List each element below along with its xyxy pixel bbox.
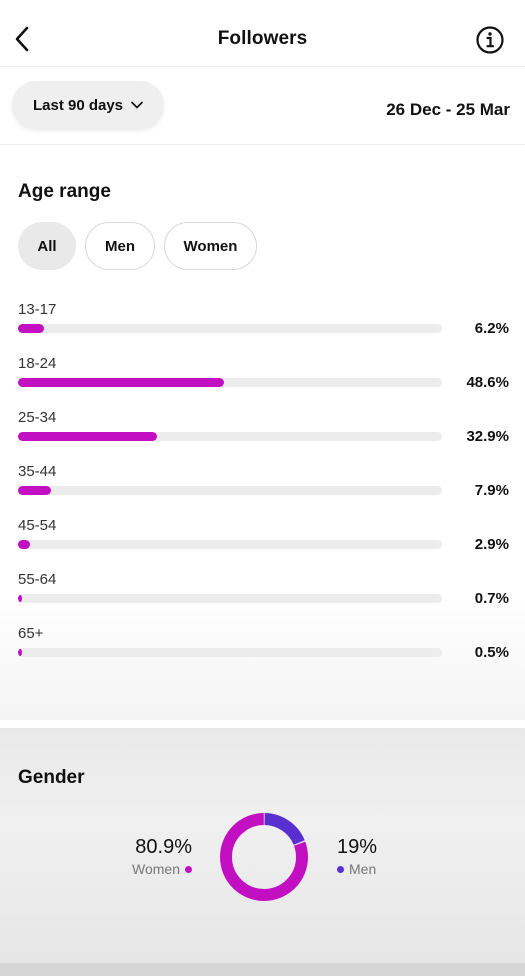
age-row: 25-34 32.9% [0,409,525,449]
age-row-percent: 0.5% [474,644,509,661]
age-row-label: 25-34 [18,409,57,426]
age-range-title: Age range [18,181,111,202]
donut-women-segment [220,813,308,901]
men-label: Men [349,861,377,877]
chevron-down-icon [131,101,143,109]
age-bar-fill [18,648,22,657]
age-row: 45-54 2.9% [0,517,525,557]
age-bar-fill [18,378,225,387]
age-bar-fill [18,486,52,495]
age-bar-fill [18,432,158,441]
age-row-percent: 32.9% [466,428,509,445]
age-row: 13-17 6.2% [0,301,525,341]
age-row-percent: 6.2% [474,320,509,337]
age-row: 18-24 48.6% [0,355,525,395]
age-row-percent: 2.9% [474,536,509,553]
age-bar-fill [18,324,45,333]
age-bar-track [18,432,442,441]
age-range-section: Age range All Men Women 13-17 6.2% 18-24… [0,145,525,720]
age-row-label: 45-54 [18,517,57,534]
segment-men[interactable]: Men [85,222,155,270]
top-bar: Followers [0,0,525,67]
age-row-percent: 0.7% [474,590,509,607]
bottom-divider [0,963,525,976]
age-row: 35-44 7.9% [0,463,525,503]
age-row: 55-64 0.7% [0,571,525,611]
age-row-label: 18-24 [18,355,57,372]
age-row-percent: 48.6% [466,374,509,391]
info-button[interactable] [474,24,506,56]
age-bar-track [18,324,442,333]
women-dot [185,865,192,873]
gender-title: Gender [18,767,85,788]
filter-row: Last 90 days 26 Dec - 25 Mar [0,67,525,145]
age-row-percent: 7.9% [474,482,509,499]
women-label: Women [132,861,180,877]
segment-all[interactable]: All [18,222,76,270]
range-dropdown-label: Last 90 days [32,96,124,114]
age-bar-fill [18,594,22,603]
gender-donut-chart [220,813,308,901]
men-legend: Men [337,861,427,877]
men-dot [337,865,344,873]
date-range: 26 Dec - 25 Mar [386,100,510,119]
age-row-label: 13-17 [18,301,57,318]
gender-men-stat: 19% Men [337,836,427,877]
age-bar-track [18,378,442,387]
women-legend: Women [110,861,192,877]
men-percent: 19% [337,836,378,858]
age-bar-track [18,648,442,657]
age-bar-track [18,486,442,495]
back-button[interactable] [10,22,34,56]
segment-women[interactable]: Women [164,222,257,270]
page-title: Followers [217,28,308,49]
age-row-label: 65+ [18,625,44,642]
chevron-left-icon [15,26,29,52]
age-row: 65+ 0.5% [0,625,525,665]
age-bar-track [18,540,442,549]
age-row-label: 55-64 [18,571,57,588]
gender-women-stat: 80.9% Women [110,836,192,877]
gender-section: Gender 80.9% Women 19% Men [0,728,525,963]
women-percent: 80.9% [135,836,192,858]
info-icon [476,26,504,54]
age-bar-fill [18,540,31,549]
age-bar-track [18,594,442,603]
range-dropdown[interactable]: Last 90 days [12,81,164,129]
age-row-label: 35-44 [18,463,57,480]
